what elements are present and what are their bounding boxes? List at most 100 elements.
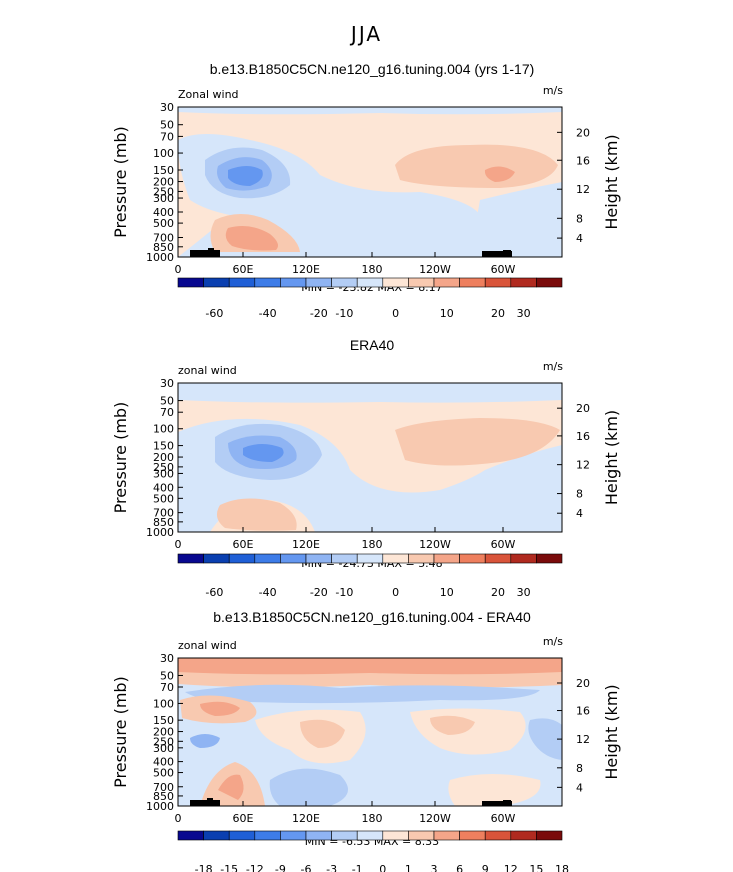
units-label: m/s [543,360,563,373]
pos-region-east-core [430,715,475,735]
chart-panel-3: b.e13.B1850C5CN.ne120_g16.tuning.004 - E… [111,609,621,872]
y-tick-label: 500 [153,492,174,505]
panel-title: b.e13.B1850C5CN.ne120_g16.tuning.004 (yr… [210,61,535,77]
x-tick-label: 180 [362,538,383,551]
y-tick-label: 300 [153,742,174,755]
y-tick-label: 150 [153,714,174,727]
colorbar-swatch [203,277,230,288]
y-tick-label: 300 [153,467,174,480]
neg-region-south-west [190,734,220,748]
colorbar-swatch [433,277,460,288]
y-tick-label: 150 [153,440,174,453]
colorbar-label: -1 [352,863,363,872]
pos-region-east-1 [395,144,558,188]
neg-region-east [468,182,562,257]
y-tick-label: 250 [153,461,174,474]
colorbar-swatch [177,830,204,841]
height-tick-label: 12 [576,733,590,746]
pos-region-east-2 [484,166,515,182]
height-tick-label: 4 [576,232,583,245]
y-tick-label: 50 [160,669,174,682]
contour-fills [178,658,562,806]
colorbar-swatch [510,553,537,564]
colorbar-label: 20 [491,586,505,599]
variable-label: Zonal wind [178,88,239,101]
y-tick-label: 300 [153,192,174,205]
pos-region-east [395,418,560,466]
colorbar-swatch [331,277,358,288]
topography-block [482,801,512,806]
y-tick-label: 400 [153,756,174,769]
x-tick-label: 0 [175,263,182,276]
topography-block [190,250,220,257]
x-tick-label: 120E [292,538,320,551]
colorbar-swatch [280,553,307,564]
y-axis-label: Pressure (mb) [111,402,130,514]
colorbar-label: -20 [310,586,328,599]
height-tick-label: 12 [576,459,590,472]
y-tick-label: 70 [160,681,174,694]
colorbar-swatch [408,277,435,288]
x-tick-label: 60W [491,812,516,825]
x-tick-label: 0 [175,538,182,551]
neg-band-upper [185,684,540,704]
colorbar-swatch [254,553,281,564]
colorbar-label: 10 [440,307,454,320]
height-tick-label: 4 [576,781,583,794]
x-tick-label: 120W [419,812,451,825]
colorbar-swatch [484,277,512,288]
contour-fills [178,107,562,257]
colorbar-label: -15 [220,863,238,872]
colorbar-swatch [203,830,230,841]
colorbar-swatch [459,553,486,564]
strat-band [178,107,562,115]
colorbar-swatch [305,277,332,288]
colorbar-label: -20 [310,307,328,320]
colorbar-label: 15 [529,863,543,872]
y-tick-label: 250 [153,735,174,748]
y-axis-label-right: Height (km) [602,410,621,505]
colorbar-swatch [254,277,281,288]
panel-title: ERA40 [350,337,395,353]
height-tick-label: 8 [576,212,583,225]
variable-label: zonal wind [178,364,237,377]
y-tick-label: 70 [160,130,174,143]
y-axis-label-right: Height (km) [602,684,621,779]
colorbar-swatch [305,830,332,841]
y-tick-label: 30 [160,101,174,114]
colorbar-label: -12 [246,863,264,872]
y-tick-label: 400 [153,481,174,494]
colorbar-label: 3 [431,863,438,872]
height-tick-label: 8 [576,488,583,501]
colorbar-swatch [228,830,256,841]
y-tick-label: 850 [153,516,174,529]
units-label: m/s [543,635,563,648]
pos-region-west-core [200,701,240,716]
colorbar-swatch [356,553,384,564]
neg-region-core-2 [228,166,263,186]
x-tick-label: 0 [175,812,182,825]
colorbar-label: 1 [405,863,412,872]
y-tick-label: 700 [153,232,174,245]
colorbar-swatch [203,553,230,564]
colorbar-label: 10 [440,586,454,599]
y-tick-label: 500 [153,217,174,230]
colorbar-swatch [280,277,307,288]
colorbar: -18 -15 -12 -9 -6 -3 -1 0 1 3 6 9 12 15 18 [177,830,569,872]
x-tick-label: 60W [491,263,516,276]
colorbar-swatch [356,830,384,841]
colorbar-swatch [382,553,409,564]
x-tick-label: 60E [233,263,254,276]
y-tick-label: 850 [153,790,174,803]
x-tick-label: 180 [362,812,383,825]
colorbar-label: -10 [335,307,353,320]
variable-label: zonal wind [178,639,237,652]
pos-region-lower-core [218,774,244,800]
y-tick-label: 100 [153,147,174,160]
strat-pos-band-2 [178,658,562,675]
colorbar-swatch [408,830,435,841]
topography-block [190,800,220,806]
height-tick-label: 16 [576,430,590,443]
colorbar-label: 6 [456,863,463,872]
